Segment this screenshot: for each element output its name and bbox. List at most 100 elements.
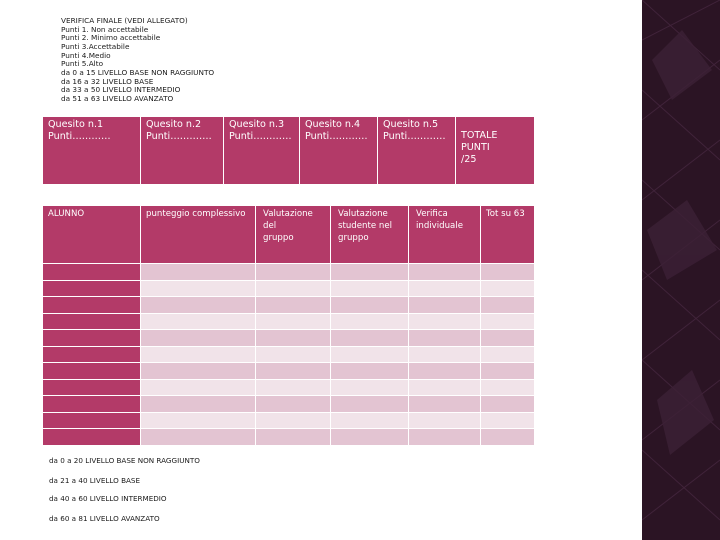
score-cell[interactable] bbox=[409, 429, 480, 445]
score-cell[interactable] bbox=[331, 396, 408, 412]
score-cell[interactable] bbox=[141, 379, 255, 395]
column-header-label: Valutazione bbox=[338, 209, 388, 219]
score-cell[interactable] bbox=[256, 264, 330, 280]
column-header-label: Tot su 63 bbox=[486, 209, 525, 219]
alunno-cell[interactable] bbox=[43, 313, 140, 329]
quesito-title: Quesito n.2 bbox=[146, 119, 202, 130]
score-cell[interactable] bbox=[256, 363, 330, 379]
score-cell[interactable] bbox=[409, 346, 480, 362]
score-cell[interactable] bbox=[141, 264, 255, 280]
quesito-header-cell: Quesito n.2 Punti…………. bbox=[141, 117, 223, 184]
column-header-label: Verifica bbox=[416, 209, 448, 219]
decorative-sidebar bbox=[642, 0, 720, 540]
column-header-cell: Valutazione studente nel gruppo bbox=[331, 206, 408, 263]
alunno-cell[interactable] bbox=[43, 363, 140, 379]
score-cell[interactable] bbox=[256, 379, 330, 395]
footer-line: da 21 a 40 LIVELLO BASE bbox=[49, 476, 141, 485]
column-header-label: del bbox=[263, 221, 277, 231]
score-cell[interactable] bbox=[256, 346, 330, 362]
footer-line: da 40 a 60 LIVELLO INTERMEDIO bbox=[49, 494, 167, 503]
score-cell[interactable] bbox=[481, 264, 534, 280]
score-cell[interactable] bbox=[409, 396, 480, 412]
score-cell[interactable] bbox=[409, 280, 480, 296]
score-cell[interactable] bbox=[331, 429, 408, 445]
header-line: Punti 1. Non accettabile bbox=[61, 24, 149, 34]
column-header-label: Valutazione bbox=[263, 209, 313, 219]
score-cell[interactable] bbox=[331, 264, 408, 280]
score-cell[interactable] bbox=[141, 396, 255, 412]
score-cell[interactable] bbox=[481, 330, 534, 346]
score-cell[interactable] bbox=[409, 412, 480, 428]
score-cell[interactable] bbox=[331, 346, 408, 362]
score-cell[interactable] bbox=[331, 379, 408, 395]
quesito-header-cell: Quesito n.4 Punti………… bbox=[300, 117, 377, 184]
alunno-cell[interactable] bbox=[43, 396, 140, 412]
score-cell[interactable] bbox=[481, 280, 534, 296]
decorative-pattern bbox=[642, 0, 720, 540]
score-cell[interactable] bbox=[256, 330, 330, 346]
score-cell[interactable] bbox=[141, 363, 255, 379]
totale-header-cell: TOTALE PUNTI/25 bbox=[456, 117, 534, 184]
score-cell[interactable] bbox=[141, 297, 255, 313]
quesito-punti: Punti…………. bbox=[146, 131, 212, 142]
score-cell[interactable] bbox=[331, 412, 408, 428]
score-cell[interactable] bbox=[409, 297, 480, 313]
score-cell[interactable] bbox=[481, 379, 534, 395]
score-cell[interactable] bbox=[409, 264, 480, 280]
alunno-cell[interactable] bbox=[43, 412, 140, 428]
score-cell[interactable] bbox=[256, 313, 330, 329]
header-text-block: VERIFICA FINALE (VEDI ALLEGATO) Punti 1. … bbox=[61, 16, 361, 104]
score-cell[interactable] bbox=[481, 297, 534, 313]
score-cell[interactable] bbox=[409, 330, 480, 346]
column-header-label: ALUNNO bbox=[48, 209, 85, 219]
score-cell[interactable] bbox=[141, 429, 255, 445]
alunno-cell[interactable] bbox=[43, 379, 140, 395]
quesito-punti: Punti………… bbox=[48, 131, 111, 142]
score-cell[interactable] bbox=[141, 313, 255, 329]
totale-label: TOTALE bbox=[461, 130, 498, 141]
score-cell[interactable] bbox=[141, 346, 255, 362]
score-cell[interactable] bbox=[331, 280, 408, 296]
quesito-punti: Punti………… bbox=[305, 131, 368, 142]
score-cell[interactable] bbox=[141, 280, 255, 296]
score-cell[interactable] bbox=[409, 313, 480, 329]
alunno-cell[interactable] bbox=[43, 429, 140, 445]
score-cell[interactable] bbox=[481, 429, 534, 445]
score-cell[interactable] bbox=[256, 280, 330, 296]
column-header-label: punteggio complessivo bbox=[146, 209, 246, 219]
score-cell[interactable] bbox=[409, 379, 480, 395]
column-header-label: studente nel bbox=[338, 221, 392, 231]
score-cell[interactable] bbox=[256, 429, 330, 445]
column-header-cell: Verifica individuale bbox=[409, 206, 480, 263]
score-cell[interactable] bbox=[481, 412, 534, 428]
score-cell[interactable] bbox=[256, 396, 330, 412]
quesito-header-cell: Quesito n.1 Punti………… bbox=[43, 117, 140, 184]
header-line: Punti 2. Minimo accettabile bbox=[61, 33, 161, 43]
score-cell[interactable] bbox=[481, 313, 534, 329]
totale-label: PUNTI bbox=[461, 142, 490, 153]
score-cell[interactable] bbox=[331, 363, 408, 379]
score-cell[interactable] bbox=[256, 412, 330, 428]
column-header-label: individuale bbox=[416, 221, 463, 231]
quesito-punti: Punti………… bbox=[383, 131, 446, 142]
score-cell[interactable] bbox=[331, 297, 408, 313]
score-cell[interactable] bbox=[481, 396, 534, 412]
quesito-punti: Punti………… bbox=[229, 131, 292, 142]
column-header-label: gruppo bbox=[338, 233, 369, 243]
alunno-cell[interactable] bbox=[43, 297, 140, 313]
alunno-cell[interactable] bbox=[43, 330, 140, 346]
score-cell[interactable] bbox=[331, 330, 408, 346]
column-header-cell: Valutazione del gruppo bbox=[256, 206, 330, 263]
score-cell[interactable] bbox=[141, 330, 255, 346]
score-cell[interactable] bbox=[141, 412, 255, 428]
header-line: da 0 a 15 LIVELLO BASE NON RAGGIUNTO bbox=[61, 67, 215, 77]
score-cell[interactable] bbox=[481, 363, 534, 379]
score-cell[interactable] bbox=[256, 297, 330, 313]
score-cell[interactable] bbox=[409, 363, 480, 379]
alunno-cell[interactable] bbox=[43, 264, 140, 280]
header-line: Punti 3.Accettabile bbox=[61, 41, 130, 51]
alunno-cell[interactable] bbox=[43, 346, 140, 362]
score-cell[interactable] bbox=[481, 346, 534, 362]
score-cell[interactable] bbox=[331, 313, 408, 329]
alunno-cell[interactable] bbox=[43, 280, 140, 296]
